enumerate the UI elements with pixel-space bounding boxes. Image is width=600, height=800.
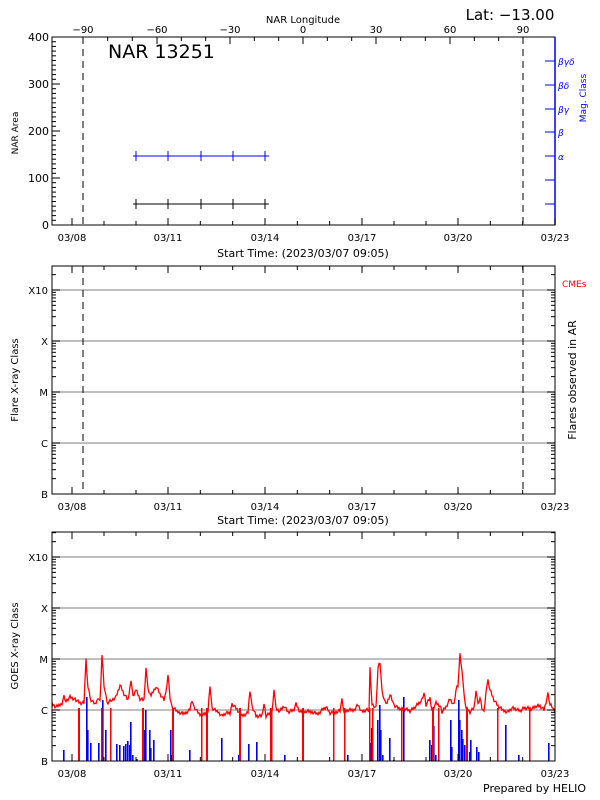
svg-text:M: M — [39, 388, 48, 399]
date-tick-label: 03/14 — [251, 769, 280, 780]
svg-text:−60: −60 — [146, 25, 167, 36]
svg-text:β: β — [557, 129, 564, 139]
date-tick-label: 03/23 — [541, 233, 570, 244]
date-tick-label: 03/08 — [58, 233, 87, 244]
panel2-xlabel: Start Time: (2023/03/07 09:05) — [217, 514, 389, 527]
panel-flare-class: B C M X X10 03/08 03/11 03/14 03/17 03/20 03/23 CM… — [10, 265, 587, 527]
panel-goes-xray: B C M X X10 03/08 03/11 03/14 03/17 03/20 03/23 GO… — [10, 531, 586, 795]
svg-text:X: X — [41, 604, 48, 615]
svg-text:βγ: βγ — [557, 106, 570, 116]
nar-area-axis-label: NAR Area — [11, 112, 21, 155]
svg-text:M: M — [39, 655, 48, 666]
svg-text:400: 400 — [28, 31, 49, 44]
svg-text:βγδ: βγδ — [557, 58, 575, 68]
svg-text:B: B — [41, 757, 48, 768]
flares-observed-axis-label: Flares observed in AR — [566, 320, 579, 440]
svg-text:60: 60 — [444, 25, 457, 36]
prepared-by-label: Prepared by HELIO — [483, 782, 586, 795]
svg-text:α: α — [558, 153, 564, 163]
panel1-frame — [51, 36, 556, 226]
latitude-label: Lat: −13.00 — [466, 6, 555, 24]
svg-text:30: 30 — [370, 25, 383, 36]
svg-text:C: C — [41, 439, 48, 450]
svg-text:−30: −30 — [219, 25, 240, 36]
date-tick-label: 03/08 — [58, 502, 87, 513]
goes-flux-line — [51, 653, 556, 721]
svg-text:200: 200 — [28, 125, 49, 138]
svg-text:X10: X10 — [28, 286, 48, 297]
top-axis-title: NAR Longitude — [266, 15, 340, 26]
flare-class-axis-label: Flare X-ray Class — [10, 338, 21, 422]
nar-area-series — [133, 199, 269, 209]
date-tick-label: 03/20 — [444, 502, 473, 513]
mag-class-axis-label: Mag. Class — [579, 73, 589, 122]
cmes-legend: CMEs — [562, 280, 587, 290]
svg-text:B: B — [41, 490, 48, 501]
svg-text:300: 300 — [28, 78, 49, 91]
date-tick-label: 03/08 — [58, 769, 87, 780]
svg-text:−90: −90 — [72, 25, 93, 36]
panel1-xlabel: Start Time: (2023/03/07 09:05) — [217, 247, 389, 260]
svg-text:X10: X10 — [28, 553, 48, 564]
date-tick-label: 03/23 — [541, 769, 570, 780]
date-tick-label: 03/20 — [444, 769, 473, 780]
svg-text:0: 0 — [300, 25, 306, 36]
goes-class-axis-label: GOES X-ray Class — [10, 602, 21, 689]
flare-event-bars — [63, 697, 550, 761]
date-tick-label: 03/17 — [348, 502, 377, 513]
svg-text:0: 0 — [42, 219, 49, 232]
goes-data-gaps — [78, 708, 531, 761]
date-tick-label: 03/11 — [154, 233, 183, 244]
svg-text:C: C — [41, 706, 48, 717]
date-tick-label: 03/17 — [348, 769, 377, 780]
svg-text:90: 90 — [517, 25, 530, 36]
svg-text:100: 100 — [28, 172, 49, 185]
date-tick-label: 03/23 — [541, 502, 570, 513]
date-tick-label: 03/17 — [348, 233, 377, 244]
panel2-frame — [51, 265, 556, 495]
svg-text:X: X — [41, 337, 48, 348]
date-tick-label: 03/20 — [444, 233, 473, 244]
date-tick-label: 03/14 — [251, 502, 280, 513]
panel3-frame — [51, 531, 556, 762]
date-tick-label: 03/11 — [154, 769, 183, 780]
panel-nar-area: 03/08 03/11 03/14 03/17 03/20 03/23 −90 −60 −30 0… — [11, 25, 589, 260]
date-tick-label: 03/14 — [251, 233, 280, 244]
svg-text:βδ: βδ — [557, 82, 570, 92]
mag-class-series — [133, 151, 269, 161]
region-title: NAR 13251 — [108, 41, 215, 63]
date-tick-label: 03/11 — [154, 502, 183, 513]
